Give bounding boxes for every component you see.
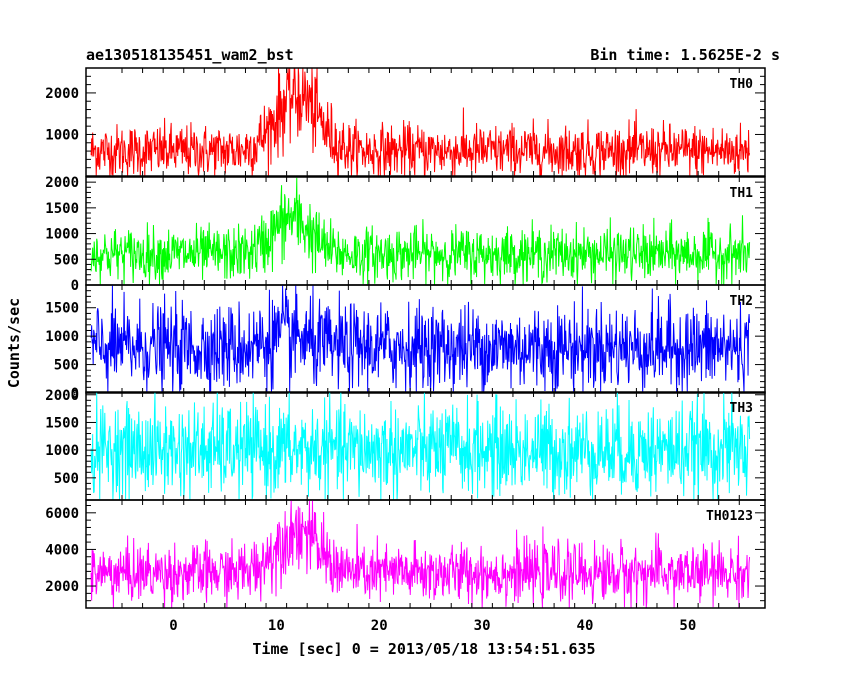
y-tick-label: 1000 bbox=[45, 227, 79, 243]
bin-time-label: Bin time: 1.5625E-2 s bbox=[590, 46, 780, 64]
y-tick-label: 1500 bbox=[45, 301, 79, 317]
y-tick-label: 500 bbox=[54, 471, 79, 487]
panel-label-th0: TH0 bbox=[730, 77, 754, 92]
series-line-th0123 bbox=[90, 500, 751, 608]
panel-th0: 1000 2000 TH0 bbox=[45, 67, 766, 177]
y-tick-label: 4000 bbox=[45, 542, 79, 558]
series-line-th0 bbox=[90, 68, 751, 176]
y-axis-label: Counts/sec bbox=[5, 298, 23, 388]
y-tick-label: 1500 bbox=[45, 201, 79, 217]
panel-th2: 0 500 1000 1500 TH2 bbox=[45, 284, 766, 402]
series-line-th1 bbox=[90, 177, 751, 285]
y-tick-label: 2000 bbox=[45, 175, 79, 191]
x-axis-label: Time [sec] 0 = 2013/05/18 13:54:51.635 bbox=[252, 640, 595, 658]
panel-th0123: 2000 4000 6000 TH0123 bbox=[45, 499, 766, 609]
y-tick-label: 2000 bbox=[45, 388, 79, 404]
y-tick-label: 1000 bbox=[45, 329, 79, 345]
panel-label-th2: TH2 bbox=[730, 294, 753, 309]
series-line-th2 bbox=[90, 285, 751, 393]
y-tick-label: 1000 bbox=[45, 443, 79, 459]
y-tick-label: 0 bbox=[71, 386, 79, 402]
y-tick-label: 500 bbox=[54, 252, 79, 268]
panel-frame bbox=[85, 67, 766, 177]
x-tick-label: 30 bbox=[474, 618, 491, 634]
x-tick-label: 50 bbox=[679, 618, 696, 634]
chart-title: ae130518135451_wam2_bst bbox=[86, 46, 294, 64]
y-tick-label: 0 bbox=[71, 278, 79, 294]
panel-frame bbox=[85, 284, 766, 394]
panel-stack: 10002000TH00500100015002000TH10500100015… bbox=[45, 67, 766, 634]
y-tick-label: 1500 bbox=[45, 415, 79, 431]
panel-th3: 500 1000 1500 2000 TH3 bbox=[45, 388, 766, 501]
series-line-th3 bbox=[90, 392, 751, 500]
y-tick-label: 1000 bbox=[45, 127, 79, 143]
y-tick-label: 2000 bbox=[45, 579, 79, 595]
panel-th1: 0 500 1000 1500 2000 TH1 bbox=[45, 175, 766, 294]
panel-label-th0123: TH0123 bbox=[706, 509, 753, 524]
x-tick-label: 0 bbox=[169, 618, 177, 634]
x-tick-label: 40 bbox=[577, 618, 594, 634]
y-tick-label: 6000 bbox=[45, 506, 79, 522]
y-tick-label: 500 bbox=[54, 358, 79, 374]
panel-label-th1: TH1 bbox=[730, 186, 754, 201]
panel-label-th3: TH3 bbox=[730, 401, 753, 416]
panel-frame bbox=[85, 499, 766, 609]
x-tick-label: 10 bbox=[268, 618, 285, 634]
x-tick-label: 20 bbox=[371, 618, 388, 634]
y-tick-label: 2000 bbox=[45, 86, 79, 102]
